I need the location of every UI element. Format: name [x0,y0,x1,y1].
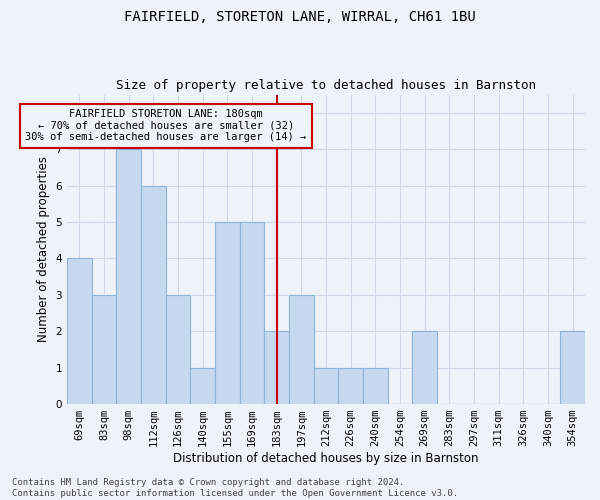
X-axis label: Distribution of detached houses by size in Barnston: Distribution of detached houses by size … [173,452,479,465]
Title: Size of property relative to detached houses in Barnston: Size of property relative to detached ho… [116,79,536,92]
Bar [338,368,363,404]
Bar [560,332,585,404]
Bar [215,222,240,404]
Bar [412,332,437,404]
Text: Contains HM Land Registry data © Crown copyright and database right 2024.
Contai: Contains HM Land Registry data © Crown c… [12,478,458,498]
Bar [240,222,265,404]
Bar [116,149,141,404]
Bar [265,332,289,404]
Bar [67,258,92,404]
Bar [190,368,215,404]
Bar [363,368,388,404]
Bar [289,295,314,404]
Bar [314,368,338,404]
Y-axis label: Number of detached properties: Number of detached properties [37,156,50,342]
Bar [92,295,116,404]
Bar [141,186,166,404]
Text: FAIRFIELD STORETON LANE: 180sqm
← 70% of detached houses are smaller (32)
30% of: FAIRFIELD STORETON LANE: 180sqm ← 70% of… [25,109,307,142]
Bar [166,295,190,404]
Text: FAIRFIELD, STORETON LANE, WIRRAL, CH61 1BU: FAIRFIELD, STORETON LANE, WIRRAL, CH61 1… [124,10,476,24]
